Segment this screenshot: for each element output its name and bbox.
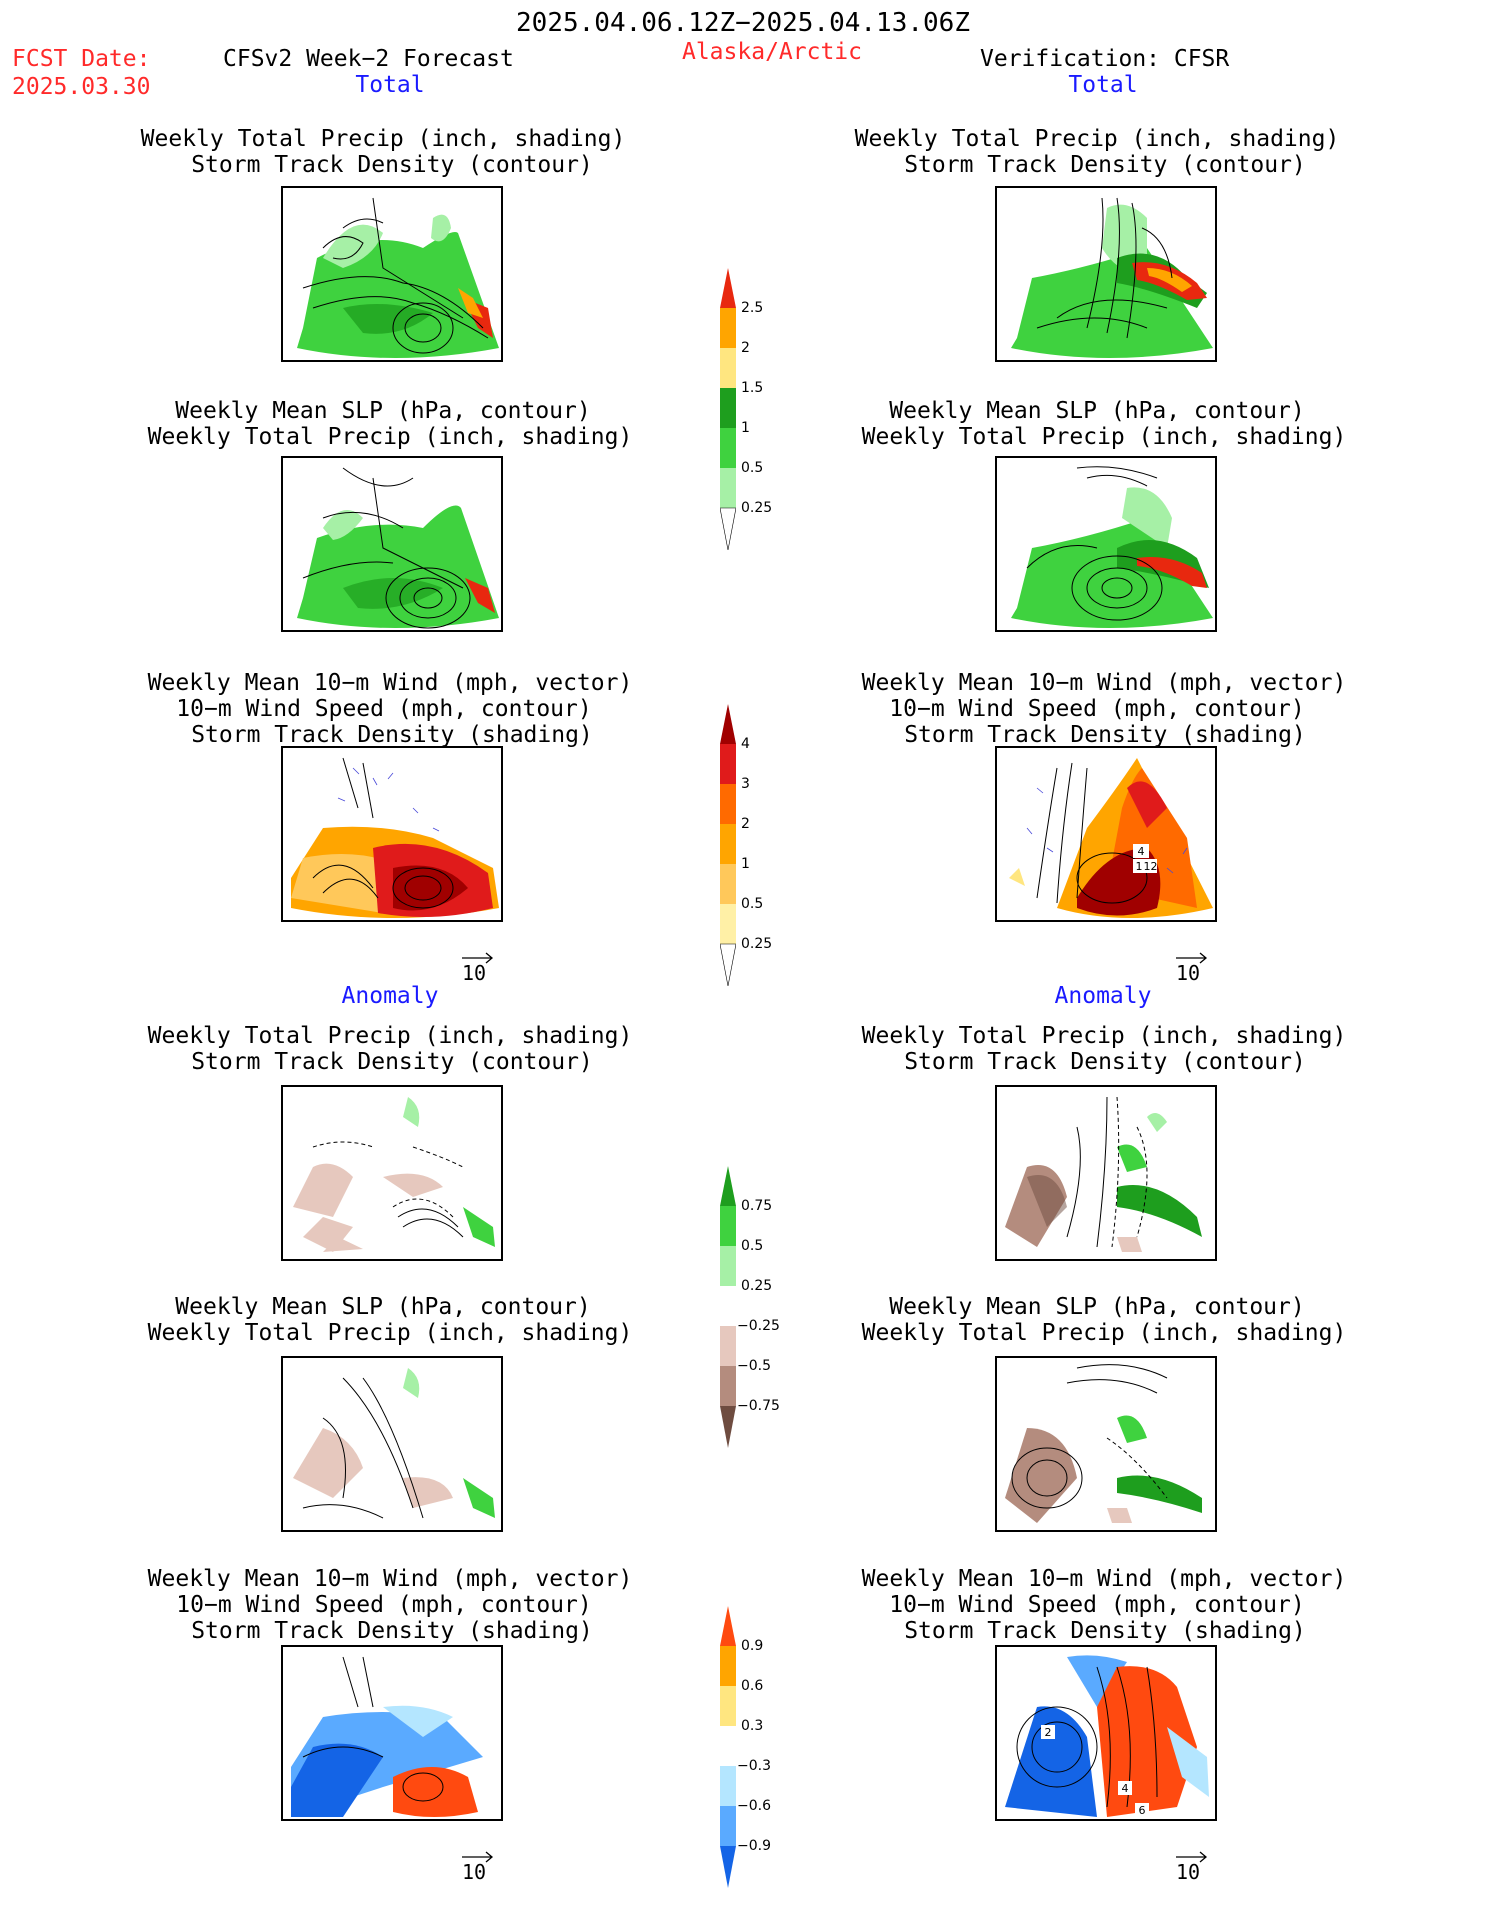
map-total-precip-storm-verification [995,186,1217,362]
panel-title-line: Weekly Total Precip (inch, shading) [140,126,626,152]
colorbar-tick-label: −0.75 [737,1398,780,1414]
colorbar-tick-label: 0.5 [741,460,764,476]
colorbar-tick-label: 3 [741,776,750,792]
colorbar-tick-label: 2 [741,816,750,832]
colorbar-tick-label: 0.5 [741,1238,764,1254]
vector-key-label: 10 [462,961,487,985]
colorbar-tick-label: 1 [741,856,750,872]
colorbar-tick-label: −0.5 [737,1358,771,1374]
panel-title-line: Weekly Mean SLP (hPa, contour) [175,398,591,424]
panel-title-line: Weekly Mean SLP (hPa, contour) [889,398,1305,424]
product-title: CFSv2 Week−2 Forecast [223,46,514,72]
region-title: Alaska/Arctic [681,39,863,65]
panel-title-line: Weekly Total Precip (inch, shading) [147,1320,633,1346]
section-anomaly-left: Anomaly [341,983,439,1009]
panel-title-line: Storm Track Density (shading) [904,1618,1306,1644]
contour-label: 4 [1122,1782,1129,1795]
colorbar-tick-label: −0.6 [737,1798,771,1814]
colorbar-tick-label: −0.3 [737,1758,771,1774]
colorbar-tick-label: −0.9 [737,1838,771,1854]
arrow-right-icon [1176,952,1208,964]
colorbar-tick-label: 0.25 [741,500,773,516]
panel-title-line: Weekly Mean 10−m Wind (mph, vector) [861,670,1347,696]
colorbar-tick-label: 0.9 [741,1638,764,1654]
fcst-date-label: FCST Date: [12,46,151,72]
arrow-right-icon [462,952,494,964]
contour-label: 1 [1144,860,1151,873]
map-anom-wind-storm-verification: 2 4 6 [995,1645,1217,1821]
vector-key: 10 [1174,949,1210,985]
vector-key: 10 [460,949,496,985]
panel-title-line: 10−m Wind Speed (mph, contour) [176,696,592,722]
panel-title-line: Weekly Total Precip (inch, shading) [147,424,633,450]
section-total-right: Total [1068,72,1138,98]
panel-title-line: Weekly Mean 10−m Wind (mph, vector) [861,1566,1347,1592]
arrow-right-icon [462,1851,494,1863]
panel-title-line: Weekly Total Precip (inch, shading) [861,1320,1347,1346]
map-total-slp-precip-verification [995,456,1217,632]
map-anom-precip-storm-forecast [281,1085,503,1261]
panel-title-line: Storm Track Density (contour) [191,152,593,178]
contour-label: 6 [1139,1804,1146,1817]
panel-title-line: Weekly Mean 10−m Wind (mph, vector) [147,1566,633,1592]
colorbar-tick-label: 4 [741,736,750,752]
map-total-precip-storm-forecast [281,186,503,362]
map-anom-slp-precip-forecast [281,1356,503,1532]
panel-title-line: Storm Track Density (shading) [191,1618,593,1644]
section-anomaly-right: Anomaly [1054,983,1152,1009]
panel-title-line: Weekly Total Precip (inch, shading) [861,1023,1347,1049]
colorbar-tick-label: 0.3 [741,1718,764,1734]
panel-title-line: Storm Track Density (contour) [904,152,1306,178]
panel-title-line: 10−m Wind Speed (mph, contour) [889,696,1305,722]
map-anom-precip-storm-verification [995,1085,1217,1261]
colorbar-tick-label: 1 [741,420,750,436]
vector-key: 10 [460,1848,496,1884]
colorbar-tick-label: 1.5 [741,380,764,396]
colorbar-tick-label: 0.6 [741,1678,764,1694]
colorbar-tick-label: 2 [741,340,750,356]
map-total-wind-storm-verification: 4 1 1 2 [995,746,1217,922]
panel-title-line: Storm Track Density (shading) [904,722,1306,748]
vector-key-label: 10 [1176,961,1201,985]
section-total-left: Total [355,72,425,98]
map-anom-slp-precip-verification [995,1356,1217,1532]
colorbar-tick-label: 0.25 [741,1278,773,1294]
colorbar-tick-label: 0.25 [741,936,773,952]
colorbar-storm-anom [720,1606,736,1888]
contour-label: 1 [1136,860,1143,873]
contour-label: 2 [1045,1726,1052,1739]
verification-title: Verification: CFSR [980,46,1230,72]
panel-title-line: Weekly Mean SLP (hPa, contour) [889,1294,1305,1320]
panel-title-line: 10−m Wind Speed (mph, contour) [176,1592,592,1618]
map-total-slp-precip-forecast [281,456,503,632]
panel-title-line: Weekly Total Precip (inch, shading) [854,126,1340,152]
panel-title-line: Weekly Mean 10−m Wind (mph, vector) [147,670,633,696]
panel-title-line: Weekly Total Precip (inch, shading) [861,424,1347,450]
fcst-date-value: 2025.03.30 [12,74,151,100]
vector-key: 10 [1174,1848,1210,1884]
map-anom-wind-storm-forecast [281,1645,503,1821]
arrow-right-icon [1176,1851,1208,1863]
colorbar-tick-label: 0.75 [741,1198,773,1214]
panel-title-line: Weekly Total Precip (inch, shading) [147,1023,633,1049]
panel-title-line: Storm Track Density (contour) [904,1049,1306,1075]
contour-label: 2 [1151,860,1158,873]
panel-title-line: Weekly Mean SLP (hPa, contour) [175,1294,591,1320]
colorbar-storm-total [719,704,737,987]
map-total-wind-storm-forecast [281,746,503,922]
colorbar-tick-label: −0.25 [737,1318,780,1334]
date-range-title: 2025.04.06.12Z−2025.04.13.06Z [516,8,970,38]
panel-title-line: 10−m Wind Speed (mph, contour) [889,1592,1305,1618]
panel-title-line: Storm Track Density (contour) [191,1049,593,1075]
colorbar-tick-label: 2.5 [741,300,764,316]
panel-title-line: Storm Track Density (shading) [191,722,593,748]
colorbar-precip-anom [720,1166,736,1448]
colorbar-tick-label: 0.5 [741,896,764,912]
contour-label: 4 [1138,845,1145,858]
vector-key-label: 10 [1176,1860,1201,1884]
vector-key-label: 10 [462,1860,487,1884]
colorbar-precip-total [719,268,737,551]
